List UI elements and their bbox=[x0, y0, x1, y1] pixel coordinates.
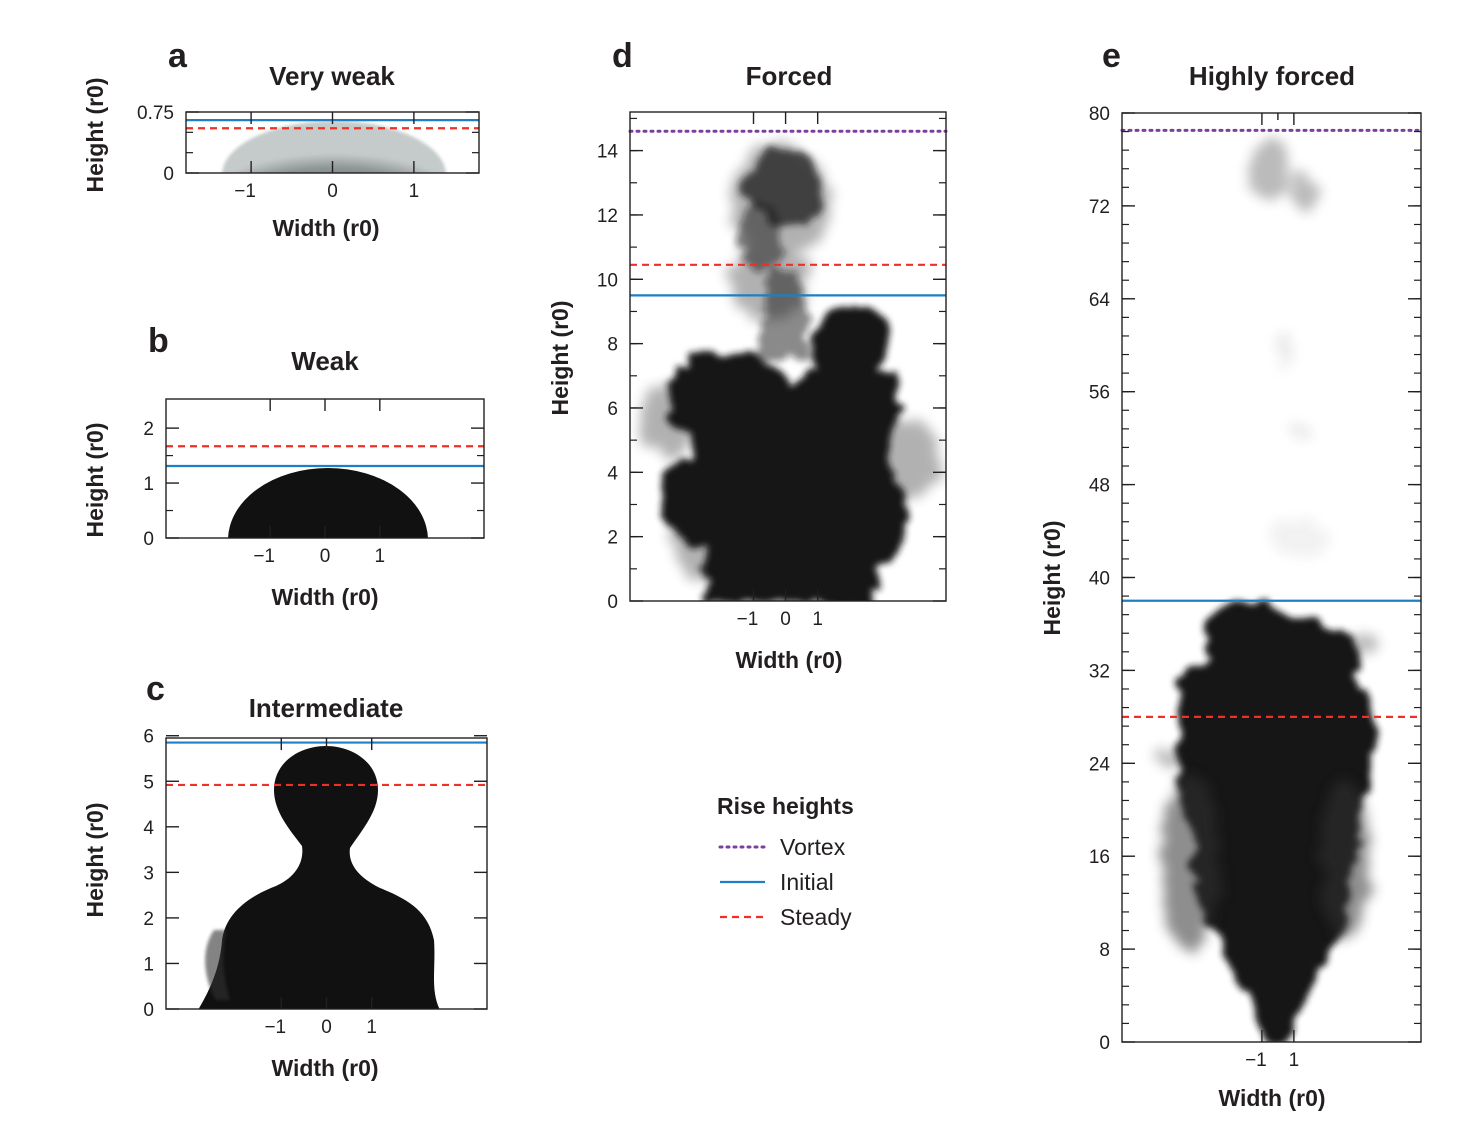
x-tick-label: 1 bbox=[366, 1017, 377, 1038]
y-tick-label: 10 bbox=[597, 270, 618, 291]
panel-title: Very weak bbox=[269, 61, 395, 91]
x-axis-label: Width (r0) bbox=[1218, 1085, 1325, 1111]
y-tick-label: 8 bbox=[607, 335, 618, 356]
y-tick-label: 6 bbox=[607, 399, 618, 420]
y-tick-label: 5 bbox=[143, 772, 154, 793]
x-tick-label: 0 bbox=[780, 609, 791, 630]
y-tick-label: 16 bbox=[1089, 847, 1110, 868]
x-tick-label: 0 bbox=[327, 181, 338, 202]
x-axis-label: Width (r0) bbox=[271, 1055, 378, 1081]
panel-letter: e bbox=[1102, 37, 1121, 75]
panel-title: Weak bbox=[291, 346, 359, 376]
x-tick-label: 1 bbox=[375, 546, 386, 567]
plume-image-e bbox=[1156, 140, 1374, 1042]
y-tick-label: 0.75 bbox=[137, 103, 174, 124]
x-tick-label: −1 bbox=[737, 609, 759, 630]
panel-b: 0 1 2 −1 0 1 b Weak Width (r0) Height (r0) bbox=[82, 322, 485, 610]
y-tick-label: 80 bbox=[1089, 104, 1110, 125]
y-tick-label: 64 bbox=[1089, 290, 1111, 311]
y-tick-label: 0 bbox=[607, 592, 618, 613]
panel-letter: c bbox=[146, 670, 165, 708]
y-tick-label: 1 bbox=[143, 954, 154, 975]
x-tick-label: 0 bbox=[321, 1017, 332, 1038]
legend-label-vortex: Vortex bbox=[780, 834, 846, 860]
y-axis-label: Height (r0) bbox=[547, 301, 573, 416]
panel-c: 0 1 2 3 4 5 6 −1 0 1 c Intermediate Width (r0) Height… bbox=[82, 670, 488, 1081]
y-tick-label: 2 bbox=[607, 528, 618, 549]
legend: Rise heights Vortex Initial Steady bbox=[717, 793, 854, 930]
y-tick-label: 12 bbox=[597, 206, 618, 227]
panel-title: Forced bbox=[746, 61, 833, 91]
x-tick-label: −1 bbox=[253, 546, 275, 567]
y-tick-label: 56 bbox=[1089, 383, 1110, 404]
y-tick-label: 0 bbox=[1099, 1033, 1110, 1054]
y-tick-label: 48 bbox=[1089, 476, 1110, 497]
y-axis-label: Height (r0) bbox=[82, 78, 108, 193]
y-tick-label: 4 bbox=[143, 818, 154, 839]
x-axis-label: Width (r0) bbox=[272, 215, 379, 241]
y-tick-label: 72 bbox=[1089, 197, 1110, 218]
x-tick-label: 1 bbox=[812, 609, 823, 630]
y-axis-label: Height (r0) bbox=[82, 423, 108, 538]
panel-a: 0 0.75 −1 0 1 a Very weak Width (r0) Height (r0) bbox=[82, 37, 480, 241]
y-tick-label: 32 bbox=[1089, 661, 1110, 682]
legend-label-steady: Steady bbox=[780, 904, 852, 930]
panel-title: Intermediate bbox=[249, 693, 404, 723]
y-axis-label: Height (r0) bbox=[82, 803, 108, 918]
y-tick-label: 8 bbox=[1099, 940, 1110, 961]
y-tick-label: 3 bbox=[143, 863, 154, 884]
x-tick-label: 1 bbox=[1289, 1050, 1300, 1071]
plot-frame bbox=[629, 111, 947, 602]
y-tick-label: 0 bbox=[163, 164, 174, 185]
legend-title: Rise heights bbox=[717, 793, 854, 819]
x-tick-label: 1 bbox=[409, 181, 420, 202]
panel-letter: d bbox=[612, 37, 633, 75]
plume-image-a bbox=[222, 121, 446, 173]
plume-image-c bbox=[198, 746, 440, 1009]
y-tick-label: 4 bbox=[607, 463, 618, 484]
y-tick-label: 1 bbox=[143, 474, 154, 495]
plume-image-b bbox=[228, 468, 428, 538]
panel-title: Highly forced bbox=[1189, 61, 1355, 91]
x-axis-label: Width (r0) bbox=[271, 584, 378, 610]
y-tick-label: 14 bbox=[597, 142, 619, 163]
y-tick-label: 0 bbox=[143, 1000, 154, 1021]
panel-letter: a bbox=[168, 37, 188, 75]
y-tick-label: 24 bbox=[1089, 754, 1111, 775]
plume-image-d bbox=[640, 145, 940, 601]
y-axis-label: Height (r0) bbox=[1039, 521, 1065, 636]
y-tick-label: 6 bbox=[143, 727, 154, 748]
y-tick-label: 0 bbox=[143, 529, 154, 550]
x-tick-label: −1 bbox=[234, 181, 256, 202]
panel-letter: b bbox=[148, 322, 169, 360]
y-tick-label: 40 bbox=[1089, 569, 1110, 590]
legend-label-initial: Initial bbox=[780, 869, 834, 895]
x-tick-label: −1 bbox=[1245, 1050, 1267, 1071]
y-tick-label: 2 bbox=[143, 419, 154, 440]
y-tick-label: 2 bbox=[143, 909, 154, 930]
x-tick-label: −1 bbox=[264, 1017, 286, 1038]
panel-e: 0 8 16 24 32 40 48 56 64 72 80 −1 1 e Highly forced Wid… bbox=[1039, 37, 1423, 1111]
x-axis-label: Width (r0) bbox=[735, 647, 842, 673]
x-tick-label: 0 bbox=[320, 546, 331, 567]
